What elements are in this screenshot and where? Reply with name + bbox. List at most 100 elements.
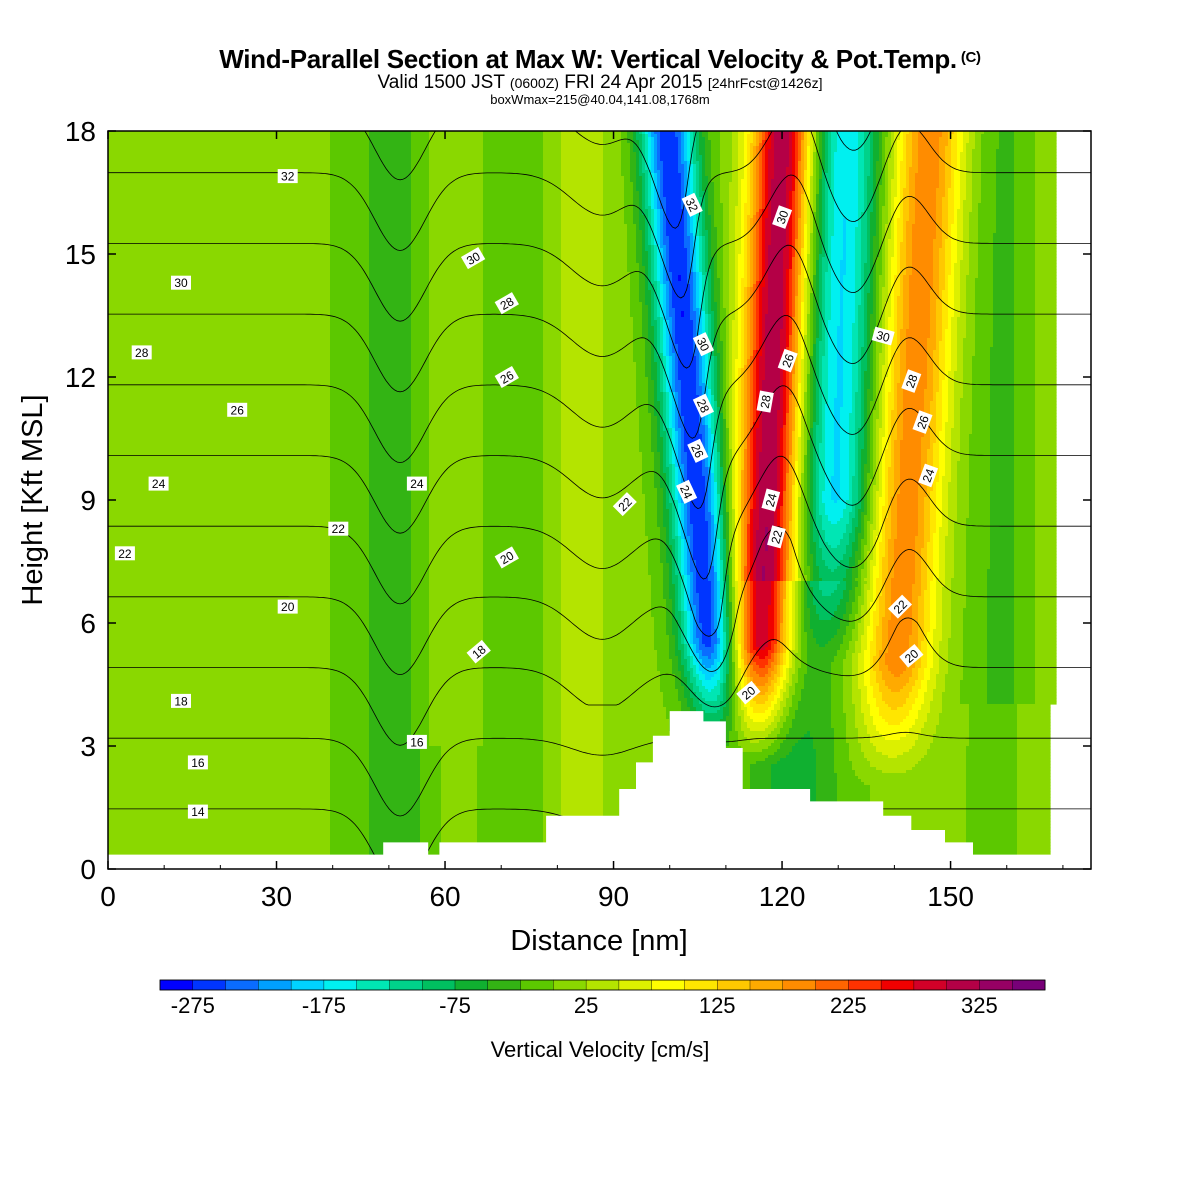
field-cell bbox=[1035, 161, 1057, 165]
field-cell bbox=[765, 146, 772, 150]
field-cell bbox=[687, 137, 691, 141]
field-cell bbox=[831, 137, 838, 141]
field-cell bbox=[765, 164, 769, 168]
field-cell bbox=[966, 149, 973, 153]
field-cell bbox=[981, 155, 997, 159]
field-cell bbox=[663, 167, 679, 171]
field-cell bbox=[915, 182, 940, 186]
field-cell bbox=[996, 167, 1015, 171]
field-cell bbox=[633, 185, 637, 189]
field-cell bbox=[957, 137, 964, 141]
field-cell bbox=[633, 140, 640, 144]
field-cell bbox=[822, 146, 826, 150]
field-cell bbox=[696, 185, 700, 189]
field-cell bbox=[738, 149, 745, 153]
field-cell bbox=[915, 179, 940, 183]
field-cell bbox=[834, 164, 859, 168]
field-cell bbox=[702, 170, 706, 174]
field-cell bbox=[411, 185, 430, 189]
field-cell bbox=[696, 170, 700, 174]
field-cell bbox=[699, 134, 703, 138]
field-cell bbox=[678, 152, 682, 156]
field-cell bbox=[429, 146, 484, 150]
field-cell bbox=[744, 131, 751, 135]
field-cell bbox=[807, 158, 811, 162]
field-cell bbox=[885, 179, 889, 183]
field-cell bbox=[837, 137, 859, 141]
field-cell bbox=[369, 167, 412, 171]
field-cell bbox=[981, 152, 997, 156]
field-cell bbox=[960, 176, 967, 180]
field-cell bbox=[765, 149, 769, 153]
field-cell bbox=[633, 137, 637, 141]
field-cell bbox=[690, 182, 694, 186]
field-cell bbox=[774, 149, 790, 153]
field-cell bbox=[690, 185, 694, 189]
field-cell bbox=[996, 152, 1015, 156]
field-cell bbox=[750, 143, 757, 147]
field-cell bbox=[951, 158, 958, 162]
field-cell bbox=[876, 176, 883, 180]
field-cell bbox=[429, 179, 484, 183]
field-cell bbox=[684, 164, 688, 168]
field-cell bbox=[804, 161, 808, 165]
field-cell bbox=[744, 170, 748, 174]
field-cell bbox=[816, 164, 820, 168]
field-cell bbox=[876, 173, 883, 177]
field-cell bbox=[720, 158, 733, 162]
field-cell bbox=[624, 185, 634, 189]
field-cell bbox=[939, 173, 946, 177]
field-cell bbox=[807, 146, 811, 150]
field-cell bbox=[825, 161, 829, 165]
field-cell bbox=[747, 158, 751, 162]
field-cell bbox=[804, 170, 808, 174]
field-cell bbox=[789, 164, 793, 168]
field-cell bbox=[819, 173, 823, 177]
field-cell bbox=[768, 161, 775, 165]
field-cell bbox=[483, 170, 544, 174]
field-cell bbox=[690, 173, 694, 177]
field-cell bbox=[759, 134, 763, 138]
field-cell bbox=[687, 152, 691, 156]
field-cell bbox=[810, 140, 814, 144]
field-cell bbox=[885, 137, 892, 141]
field-cell bbox=[945, 167, 952, 171]
field-cell bbox=[828, 170, 832, 174]
field-cell bbox=[957, 149, 964, 153]
field-cell bbox=[816, 182, 820, 186]
field-cell bbox=[945, 146, 952, 150]
field-cell bbox=[633, 146, 640, 150]
field-cell bbox=[801, 164, 805, 168]
field-cell bbox=[660, 152, 679, 156]
field-cell bbox=[900, 182, 907, 186]
field-cell bbox=[642, 167, 646, 171]
field-cell bbox=[765, 131, 769, 135]
field-cell bbox=[429, 137, 484, 141]
field-cell bbox=[732, 158, 739, 162]
field-cell bbox=[885, 152, 892, 156]
field-cell bbox=[870, 131, 874, 135]
field-cell bbox=[765, 152, 769, 156]
field-cell bbox=[645, 140, 649, 144]
field-cell bbox=[957, 164, 961, 168]
field-cell bbox=[636, 161, 640, 165]
field-cell bbox=[864, 140, 871, 144]
field-cell bbox=[690, 170, 694, 174]
field-cell bbox=[888, 161, 895, 165]
field-cell bbox=[864, 164, 871, 168]
field-cell bbox=[960, 161, 967, 165]
field-cell bbox=[903, 143, 907, 147]
field-cell bbox=[690, 158, 694, 162]
field-cell bbox=[705, 137, 709, 141]
field-cell bbox=[954, 176, 961, 180]
field-cell bbox=[813, 161, 817, 165]
field-cell bbox=[369, 143, 412, 147]
field-cell bbox=[888, 134, 892, 138]
field-cell bbox=[642, 170, 649, 174]
field-cell bbox=[831, 149, 838, 153]
field-cell bbox=[645, 161, 649, 165]
field-cell bbox=[702, 164, 706, 168]
field-cell bbox=[636, 179, 643, 183]
field-cell bbox=[699, 176, 703, 180]
field-cell bbox=[543, 158, 562, 162]
